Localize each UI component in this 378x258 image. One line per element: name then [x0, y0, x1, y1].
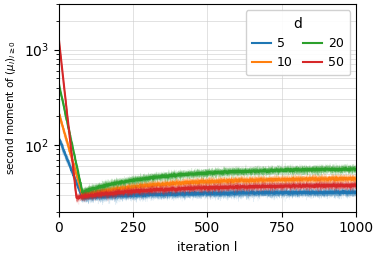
Line: 10: 10 — [59, 112, 356, 195]
5 — [82, 197, 86, 200]
Line: 20: 20 — [59, 83, 356, 193]
5 — [299, 192, 304, 195]
10 — [320, 177, 324, 180]
20 — [56, 81, 61, 84]
10 — [288, 179, 293, 182]
Y-axis label: second moment of $(\mu_l)_{l \geq 0}$: second moment of $(\mu_l)_{l \geq 0}$ — [4, 41, 18, 175]
50 — [74, 196, 79, 199]
50 — [117, 190, 122, 193]
5 — [74, 182, 79, 186]
50 — [56, 35, 61, 38]
10 — [56, 111, 61, 114]
50 — [340, 184, 344, 187]
20 — [288, 167, 293, 171]
20 — [80, 191, 85, 194]
5 — [320, 191, 324, 194]
5 — [288, 191, 293, 194]
50 — [76, 197, 81, 200]
10 — [340, 177, 344, 180]
10 — [117, 188, 122, 191]
Line: 50: 50 — [59, 37, 356, 198]
20 — [299, 169, 304, 172]
10 — [354, 177, 359, 180]
20 — [320, 168, 324, 171]
50 — [299, 185, 304, 188]
50 — [320, 184, 324, 187]
X-axis label: iteration l: iteration l — [177, 241, 238, 254]
50 — [288, 185, 293, 188]
5 — [56, 135, 61, 139]
50 — [354, 183, 359, 187]
20 — [74, 164, 79, 167]
Line: 5: 5 — [59, 137, 356, 198]
5 — [340, 191, 344, 194]
5 — [354, 190, 359, 194]
10 — [299, 178, 304, 181]
20 — [117, 181, 122, 184]
5 — [117, 194, 122, 197]
Legend: 5, 10, 20, 50: 5, 10, 20, 50 — [246, 10, 350, 75]
10 — [74, 174, 79, 177]
20 — [340, 168, 344, 171]
20 — [354, 167, 359, 171]
10 — [81, 194, 85, 197]
